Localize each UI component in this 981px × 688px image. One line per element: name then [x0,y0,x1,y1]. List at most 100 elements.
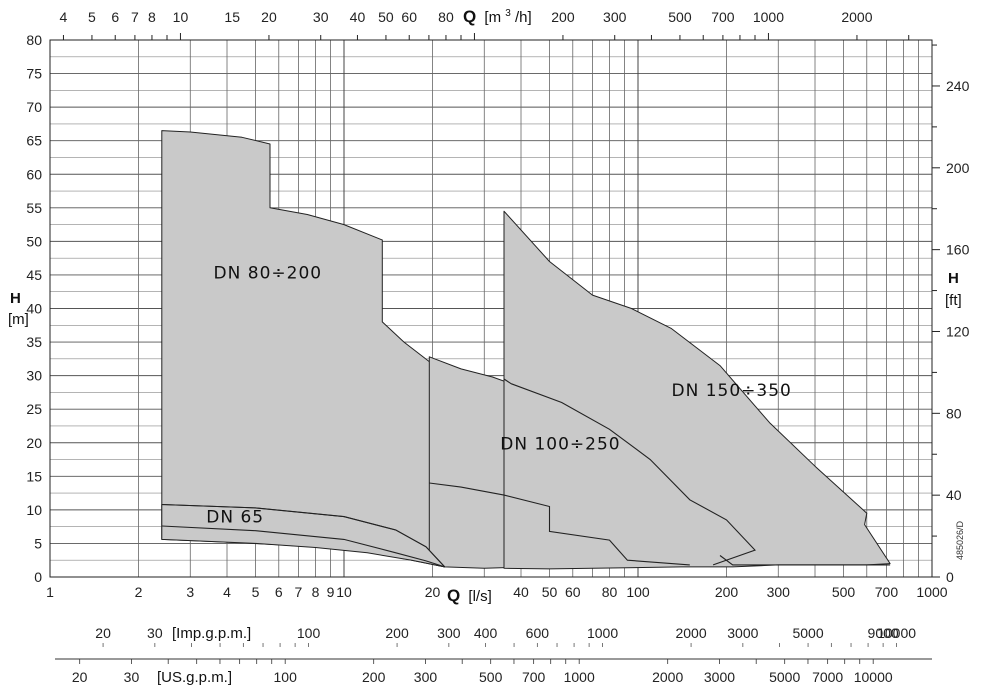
bottom-tick-label: 100 [626,584,650,600]
left-tick-label: 0 [34,569,42,585]
curve-line [503,378,512,385]
imp-tick-label: 600 [526,625,550,641]
top-tick-label: 300 [603,9,627,25]
right-tick-label: 80 [946,405,962,421]
bottom-tick-label: 2 [135,584,143,600]
bottom-tick-label: 40 [513,584,529,600]
top-tick-label: 700 [711,9,735,25]
left-tick-label: 70 [26,99,42,115]
figure-code: 485026/D [955,520,965,560]
region-label: DN 150÷350 [671,381,791,401]
right-tick-label: 40 [946,487,962,503]
left-tick-label: 30 [26,368,42,384]
top-tick-label: 5 [88,9,96,25]
left-tick-label: 50 [26,233,42,249]
us-tick-label: 2000 [652,669,683,685]
region-area [161,130,446,568]
bottom-axis-title: Q [l/s] [447,586,492,605]
bottom-tick-label: 6 [275,584,283,600]
imp-tick-label: 400 [474,625,498,641]
bottom-tick-label: 9 [327,584,335,600]
right-axis-unit: [ft] [945,292,962,309]
regions-layer [161,130,891,570]
region-area [503,210,891,570]
top-tick-label: 15 [224,9,240,25]
top-tick-label: 4 [60,9,68,25]
us-tick-label: 30 [124,669,140,685]
left-axis-label: H [10,290,21,307]
bottom-tick-label: 80 [602,584,618,600]
bottom-tick-label: 50 [542,584,558,600]
bottom-tick-label: 500 [832,584,856,600]
bottom-tick-label: 7 [295,584,303,600]
imp-tick-label: 10000 [877,625,916,641]
bottom-tick-label: 3 [186,584,194,600]
top-tick-label: 6 [111,9,119,25]
imp-tick-label: 1000 [587,625,618,641]
bottom-tick-label: 1000 [916,584,947,600]
imp-tick-label: 100 [297,625,321,641]
left-tick-label: 65 [26,133,42,149]
top-tick-label: 2000 [841,9,872,25]
bottom-tick-label: 300 [767,584,791,600]
right-tick-label: 0 [946,569,954,585]
bottom-axis-title-q: Q [447,586,460,605]
left-tick-label: 10 [26,502,42,518]
bottom-tick-label: 700 [875,584,899,600]
region-label: DN 100÷250 [500,434,620,454]
us-tick-label: 5000 [769,669,800,685]
region-label: DN 80÷200 [214,263,323,283]
bottom-tick-label: 4 [223,584,231,600]
left-tick-label: 20 [26,435,42,451]
left-tick-label: 75 [26,66,42,82]
top-tick-label: 8 [148,9,156,25]
left-tick-label: 40 [26,301,42,317]
right-tick-label: 200 [946,160,970,176]
plot-frame [49,39,933,578]
region-label: DN 65 [206,508,264,528]
top-tick-label: 7 [131,9,139,25]
left-axis-unit: [m] [8,311,29,328]
top-tick-label: 60 [401,9,417,25]
curve-line [161,503,446,568]
us-tick-label: 20 [72,669,88,685]
left-tick-label: 25 [26,401,42,417]
top-axis-title-unit-suffix: /h] [515,9,532,26]
right-tick-label: 120 [946,323,970,339]
curve-line [510,383,756,566]
imp-tick-label: 300 [437,625,461,641]
bottom-axis-title-unit: [l/s] [468,588,491,605]
us-tick-label: 200 [362,669,386,685]
top-tick-label: 30 [313,9,329,25]
curve-line [161,525,445,568]
top-tick-label: 1000 [753,9,784,25]
curves-layer [161,378,891,568]
bottom-tick-label: 20 [425,584,441,600]
labels-layer: DN 80÷200 DN 100÷250 DN 150÷350 DN 65 0 5 10 15… [26,9,969,685]
us-axis-title: [US.g.p.m.] [157,669,232,686]
imp-axis-title: [Imp.g.p.m.] [172,625,251,642]
top-tick-label: 200 [551,9,575,25]
right-axis-label: H [948,270,959,287]
us-tick-label: 300 [414,669,438,685]
imp-tick-label: 30 [147,625,163,641]
top-axis-title: Q [m 3 /h] [463,3,532,26]
bottom-tick-label: 5 [252,584,260,600]
bottom-tick-label: 8 [312,584,320,600]
bottom-tick-label: 60 [565,584,581,600]
imp-tick-label: 2000 [675,625,706,641]
top-axis-title-q: Q [463,7,476,26]
imp-tick-label: 200 [385,625,409,641]
left-tick-label: 60 [26,166,42,182]
top-axis-title-unit-prefix: [m [484,9,501,26]
bottom-tick-label: 200 [715,584,739,600]
us-tick-label: 3000 [704,669,735,685]
left-tick-label: 5 [34,535,42,551]
imp-tick-label: 5000 [792,625,823,641]
imp-tick-label: 3000 [727,625,758,641]
us-tick-label: 100 [274,669,298,685]
us-tick-label: 1000 [564,669,595,685]
imp-tick-label: 9000 [868,625,899,641]
top-tick-label: 10 [173,9,189,25]
